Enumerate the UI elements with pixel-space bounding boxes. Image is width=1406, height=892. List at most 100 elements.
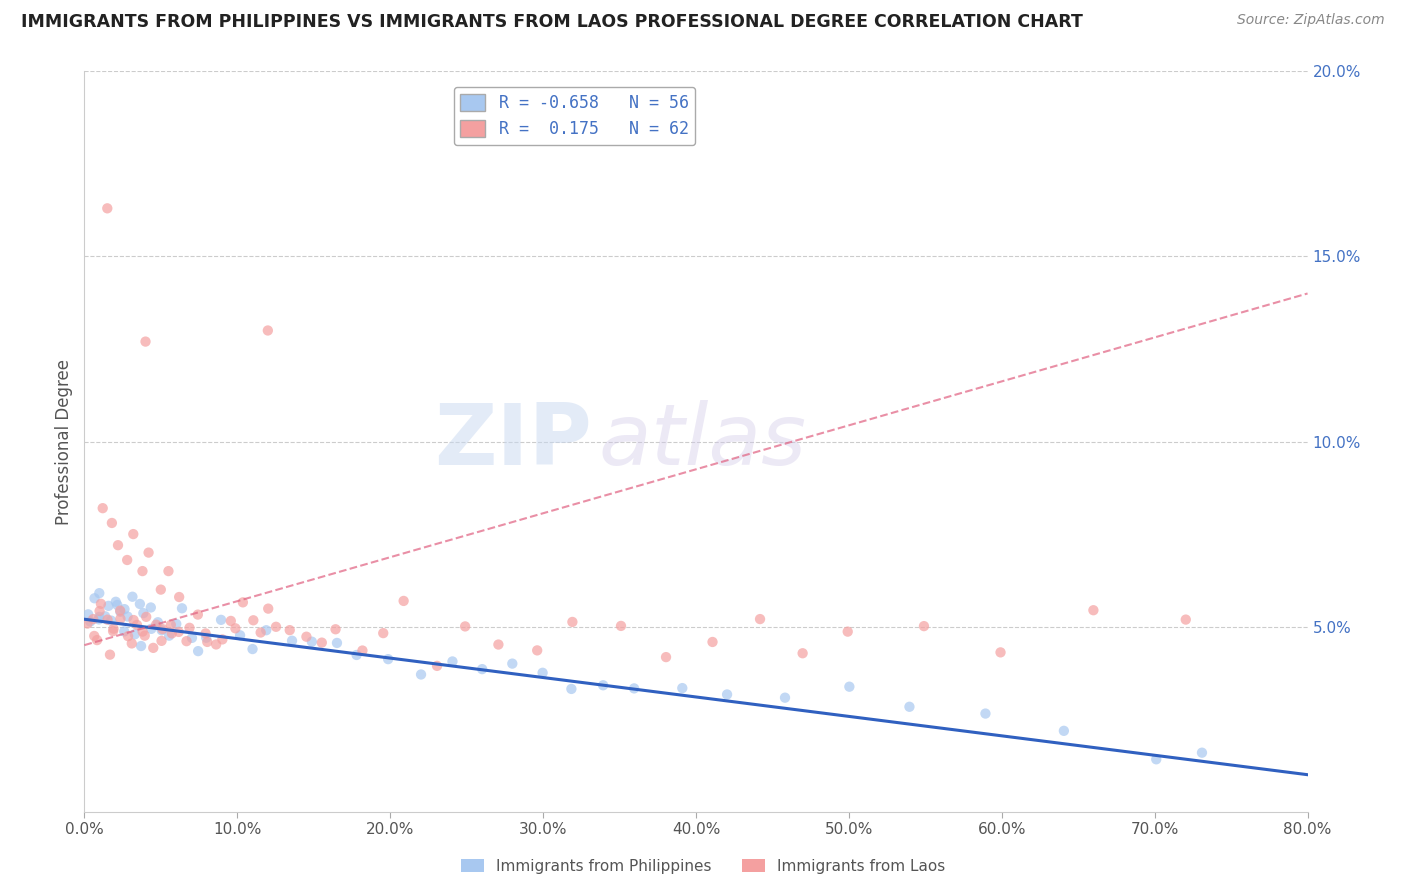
Point xyxy=(152,622,174,636)
Point xyxy=(124,627,146,641)
Point xyxy=(76,616,98,631)
Point xyxy=(181,631,204,645)
Point xyxy=(229,628,252,642)
Point xyxy=(454,619,477,633)
Point xyxy=(89,586,111,600)
Point xyxy=(526,643,548,657)
Point xyxy=(187,644,209,658)
Point xyxy=(90,597,112,611)
Point xyxy=(623,681,645,696)
Point xyxy=(96,613,118,627)
Point xyxy=(83,591,105,606)
Point xyxy=(135,610,157,624)
Point xyxy=(1144,752,1167,766)
Point xyxy=(281,633,304,648)
Point xyxy=(165,617,187,632)
Point xyxy=(974,706,997,721)
Point xyxy=(592,678,614,692)
Point xyxy=(531,665,554,680)
Point xyxy=(128,597,150,611)
Point xyxy=(295,630,318,644)
Point xyxy=(749,612,772,626)
Point xyxy=(195,635,218,649)
Point xyxy=(160,626,183,640)
Point xyxy=(224,621,246,635)
Point xyxy=(560,681,582,696)
Point xyxy=(179,621,201,635)
Text: IMMIGRANTS FROM PHILIPPINES VS IMMIGRANTS FROM LAOS PROFESSIONAL DEGREE CORRELAT: IMMIGRANTS FROM PHILIPPINES VS IMMIGRANT… xyxy=(21,13,1083,31)
Point xyxy=(194,626,217,640)
Point xyxy=(471,662,494,676)
Point xyxy=(209,613,232,627)
Point xyxy=(671,681,693,695)
Point xyxy=(96,202,118,216)
Point xyxy=(655,650,678,665)
Point xyxy=(838,680,860,694)
Point xyxy=(103,622,125,636)
Point xyxy=(1174,613,1197,627)
Point xyxy=(990,645,1012,659)
Point xyxy=(242,642,264,657)
Point xyxy=(125,618,148,632)
Point xyxy=(219,614,242,628)
Point xyxy=(105,598,128,612)
Point xyxy=(898,699,921,714)
Point xyxy=(159,618,181,632)
Point xyxy=(110,612,132,626)
Point xyxy=(176,634,198,648)
Point xyxy=(1191,746,1213,760)
Point xyxy=(501,657,523,671)
Point xyxy=(377,652,399,666)
Point xyxy=(561,615,583,629)
Point xyxy=(167,590,190,604)
Point xyxy=(716,688,738,702)
Point xyxy=(146,615,169,630)
Point xyxy=(278,623,301,637)
Point xyxy=(610,619,633,633)
Point xyxy=(205,637,228,651)
Point xyxy=(249,625,271,640)
Text: Source: ZipAtlas.com: Source: ZipAtlas.com xyxy=(1237,13,1385,28)
Point xyxy=(373,626,395,640)
Point xyxy=(104,595,127,609)
Point xyxy=(142,640,165,655)
Point xyxy=(773,690,796,705)
Point xyxy=(912,619,935,633)
Point xyxy=(352,643,374,657)
Point xyxy=(254,624,277,638)
Point xyxy=(114,602,136,616)
Point xyxy=(131,624,153,639)
Point xyxy=(1053,723,1076,738)
Point xyxy=(441,655,464,669)
Point xyxy=(346,648,368,662)
Point xyxy=(89,610,111,624)
Point xyxy=(101,624,124,639)
Point xyxy=(141,622,163,636)
Point xyxy=(77,607,100,622)
Point xyxy=(122,527,145,541)
Point xyxy=(257,324,280,338)
Legend: R = -0.658   N = 56, R =  0.175   N = 62: R = -0.658 N = 56, R = 0.175 N = 62 xyxy=(454,87,695,145)
Point xyxy=(82,612,104,626)
Legend: Immigrants from Philippines, Immigrants from Laos: Immigrants from Philippines, Immigrants … xyxy=(454,853,952,880)
Point xyxy=(145,617,167,632)
Point xyxy=(702,635,724,649)
Point xyxy=(86,633,108,648)
Point xyxy=(79,615,101,629)
Point xyxy=(139,600,162,615)
Point xyxy=(117,609,139,624)
Point xyxy=(392,594,415,608)
Point xyxy=(167,624,190,639)
Point xyxy=(89,604,111,618)
Point xyxy=(129,639,152,653)
Point xyxy=(122,613,145,627)
Point xyxy=(115,553,138,567)
Point xyxy=(211,632,233,647)
Point xyxy=(101,516,124,530)
Point xyxy=(134,629,156,643)
Point xyxy=(98,648,121,662)
Point xyxy=(837,624,859,639)
Point xyxy=(132,606,155,620)
Point xyxy=(157,564,180,578)
Point xyxy=(108,604,131,618)
